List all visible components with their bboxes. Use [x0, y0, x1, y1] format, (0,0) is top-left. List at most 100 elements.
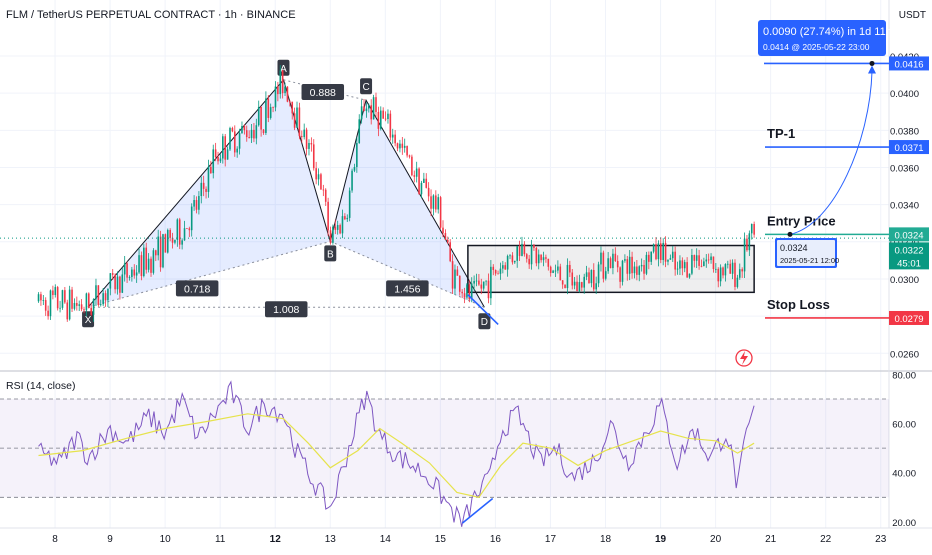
- candle-body: [329, 230, 332, 243]
- target-dot: [869, 60, 875, 66]
- candle-body: [549, 266, 552, 273]
- candle-body: [389, 113, 392, 138]
- candle-body: [111, 273, 114, 275]
- candle: [379, 106, 382, 131]
- candle: [317, 168, 320, 186]
- candle-body: [356, 142, 358, 168]
- candle: [226, 146, 229, 160]
- candle: [92, 298, 95, 322]
- candle-body: [595, 283, 597, 290]
- candle-body: [315, 168, 317, 180]
- candle-body: [667, 259, 669, 262]
- candle: [353, 163, 356, 173]
- candle: [217, 151, 219, 165]
- candle: [269, 103, 272, 120]
- flash-icon-ring: [735, 349, 753, 367]
- candle-body: [485, 280, 487, 282]
- candle-body: [597, 264, 600, 284]
- candle-body: [370, 105, 373, 120]
- candle-body: [377, 111, 380, 129]
- candle-body: [626, 259, 629, 274]
- candle: [420, 180, 423, 199]
- currency-label[interactable]: USDT: [898, 10, 926, 21]
- candle-body: [470, 283, 473, 300]
- pattern-point-c: C: [360, 78, 373, 95]
- candle: [97, 285, 100, 307]
- candle: [549, 265, 552, 277]
- time-tick-label: 12: [270, 534, 282, 545]
- candle-body: [68, 289, 71, 320]
- rsi-indicator-label[interactable]: RSI (14, close): [6, 380, 76, 392]
- candle-body: [636, 266, 638, 275]
- candle-body: [674, 251, 676, 270]
- candle: [176, 218, 179, 247]
- candle: [109, 273, 112, 296]
- candle: [743, 232, 746, 278]
- pattern-point-x: X: [82, 311, 95, 328]
- candle-body: [588, 272, 590, 284]
- candle-body: [253, 129, 255, 139]
- candle: [547, 258, 550, 271]
- candle-body: [547, 258, 550, 267]
- candle: [305, 127, 308, 156]
- time-tick-label: 20: [710, 534, 722, 545]
- candle-body: [97, 285, 100, 305]
- point-badge-bg: [478, 313, 491, 330]
- candle: [334, 219, 337, 235]
- candle-body: [482, 281, 485, 289]
- candle: [703, 257, 705, 267]
- candle: [516, 245, 518, 268]
- candle: [260, 106, 262, 137]
- candle-body: [425, 178, 428, 188]
- price-badge: 45:01: [889, 255, 929, 270]
- ratio-bd-bg: [386, 280, 429, 297]
- xb-ratio-line: [87, 240, 331, 308]
- candle: [238, 128, 241, 155]
- candle-body: [174, 239, 176, 243]
- candle: [753, 221, 755, 238]
- ratio-xb-bg: [175, 280, 219, 297]
- candle-body: [683, 262, 686, 269]
- candle-body: [557, 266, 559, 271]
- candle: [231, 126, 234, 133]
- candle: [734, 259, 736, 291]
- candle-body: [729, 263, 732, 274]
- candle-body: [700, 265, 703, 267]
- candle: [356, 137, 358, 173]
- candle: [66, 299, 69, 322]
- candle: [533, 243, 535, 251]
- candle-body: [339, 225, 341, 234]
- time-tick-label: 11: [215, 534, 226, 545]
- time-tick-label: 13: [325, 534, 337, 545]
- rsi-tick-label: 60.00: [892, 420, 916, 431]
- candle-body: [569, 264, 571, 273]
- candle-body: [480, 284, 483, 289]
- candle-body: [664, 242, 667, 262]
- candle: [719, 264, 722, 287]
- candle: [425, 173, 428, 189]
- candle-body: [731, 262, 734, 274]
- candle-body: [162, 234, 164, 268]
- candle-body: [494, 270, 497, 274]
- candle: [636, 259, 638, 281]
- candle: [90, 303, 92, 316]
- candle-body: [581, 282, 583, 288]
- candle-body: [478, 280, 480, 285]
- candle-body: [648, 254, 650, 262]
- candle-body: [121, 274, 124, 293]
- candle-body: [85, 293, 88, 311]
- candle: [482, 281, 485, 291]
- candle: [432, 194, 435, 216]
- candle-body: [274, 86, 277, 108]
- candle-body: [102, 293, 104, 305]
- candle-body: [176, 219, 179, 240]
- candle-body: [281, 70, 284, 94]
- ac-ratio-line: [283, 79, 367, 101]
- candle-body: [518, 246, 521, 256]
- candle: [68, 285, 71, 321]
- candle: [104, 290, 107, 307]
- candle-body: [298, 107, 301, 137]
- candle-body: [502, 265, 504, 269]
